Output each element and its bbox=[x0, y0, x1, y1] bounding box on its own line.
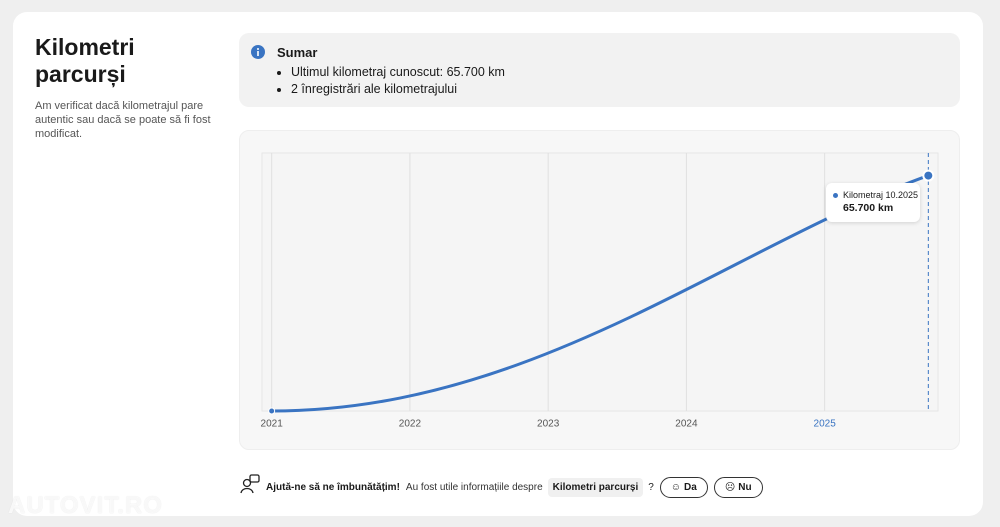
no-label: Nu bbox=[738, 481, 752, 493]
info-icon bbox=[251, 45, 265, 59]
summary-item: 2 înregistrări ale kilometrajului bbox=[291, 81, 505, 98]
section-description: Am verificat dacă kilometrajul pare aute… bbox=[35, 100, 211, 140]
feedback-title: Ajută-ne să ne îmbunătățim! bbox=[266, 481, 400, 493]
no-button[interactable]: ☹ Nu bbox=[713, 476, 763, 498]
point bbox=[922, 169, 935, 182]
x-tick-label: 2023 bbox=[537, 419, 560, 430]
chart: 2021 2022 2023 2024 2025 bbox=[261, 152, 939, 430]
tooltip-label: Kilometraj 10.2025 bbox=[843, 190, 919, 200]
plot-area bbox=[261, 152, 939, 412]
tooltip: Kilometraj 10.2025 65.700 km bbox=[826, 183, 920, 222]
tooltip-row: Kilometraj 10.2025 bbox=[833, 190, 918, 200]
point bbox=[268, 407, 276, 415]
yes-label: Da bbox=[684, 481, 697, 493]
yes-button[interactable]: ☺ Da bbox=[659, 476, 708, 498]
summary-box bbox=[239, 33, 960, 107]
feedback-icon bbox=[240, 474, 260, 494]
tooltip-dot bbox=[833, 192, 838, 198]
summary-item: Ultimul kilometraj cunoscut: 65.700 km bbox=[291, 64, 505, 81]
section-title: Kilometri parcurși bbox=[35, 34, 135, 87]
feedback-mark: ? bbox=[648, 481, 654, 493]
x-tick-label: 2025 bbox=[814, 419, 837, 430]
tooltip-value: 65.700 km bbox=[843, 202, 894, 214]
summary-title: Sumar bbox=[277, 45, 318, 60]
x-tick-label: 2024 bbox=[675, 419, 698, 430]
feedback-question: Au fost utile informațiile despre bbox=[405, 481, 543, 493]
x-tick-label: 2021 bbox=[261, 419, 284, 430]
summary-list: Ultimul kilometraj cunoscut: 65.700 km 2… bbox=[277, 64, 505, 98]
x-tick-label: 2022 bbox=[399, 419, 422, 430]
watermark: AUTOVIT.RO bbox=[8, 492, 163, 519]
feedback-bar: Ajută-ne să ne îmbunătățim! Au fost util… bbox=[266, 476, 763, 498]
feedback-topic: Kilometri parcurși bbox=[547, 477, 644, 497]
